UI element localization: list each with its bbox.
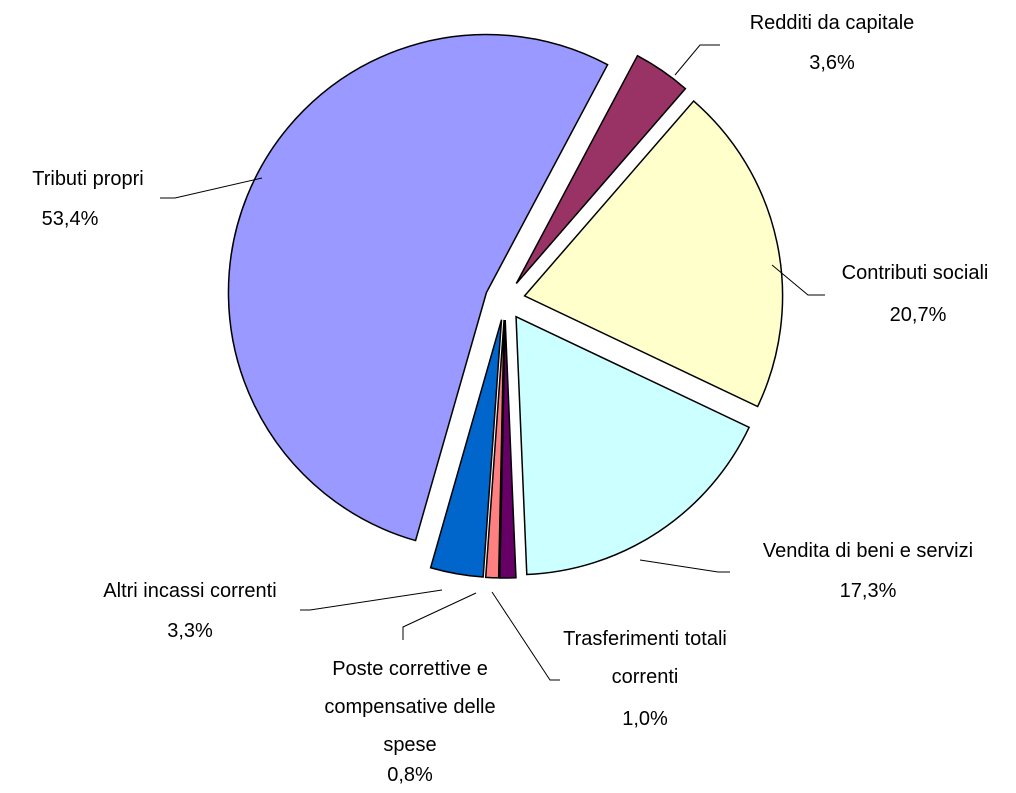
leader-line [674, 44, 720, 76]
slice-percent: 17,3% [839, 580, 897, 602]
slice-label: Poste correttive e compensative delle sp… [324, 658, 496, 756]
pie-slice [429, 319, 503, 578]
slice-percent: 53,4% [41, 208, 99, 230]
pie-slice [499, 319, 517, 579]
slice-percent: 0,8% [387, 764, 433, 786]
pie-slice [515, 54, 687, 285]
pie-slice [484, 319, 505, 579]
slice-label: Redditi da capitale [749, 12, 915, 34]
leader-line [402, 592, 477, 640]
slice-percent: 1,0% [622, 708, 668, 730]
slice-label: Trasferimenti totali correnti [563, 628, 727, 688]
pie-slice [227, 33, 609, 542]
leader-line [491, 591, 560, 681]
slice-label: Tributi propri [32, 168, 144, 190]
slice-label: Contributi sociali [841, 262, 989, 284]
leader-line [160, 177, 263, 199]
leader-line [300, 589, 443, 611]
leader-line [639, 559, 730, 573]
pie-slice [515, 315, 751, 576]
slice-percent: 3,3% [167, 620, 213, 642]
leader-line [771, 264, 825, 296]
slice-percent: 3,6% [809, 52, 855, 74]
pie-slice [523, 99, 784, 408]
slice-label: Altri incassi correnti [103, 580, 277, 602]
slice-label: Vendita di beni e servizi [762, 540, 974, 562]
slice-percent: 20,7% [889, 304, 947, 326]
